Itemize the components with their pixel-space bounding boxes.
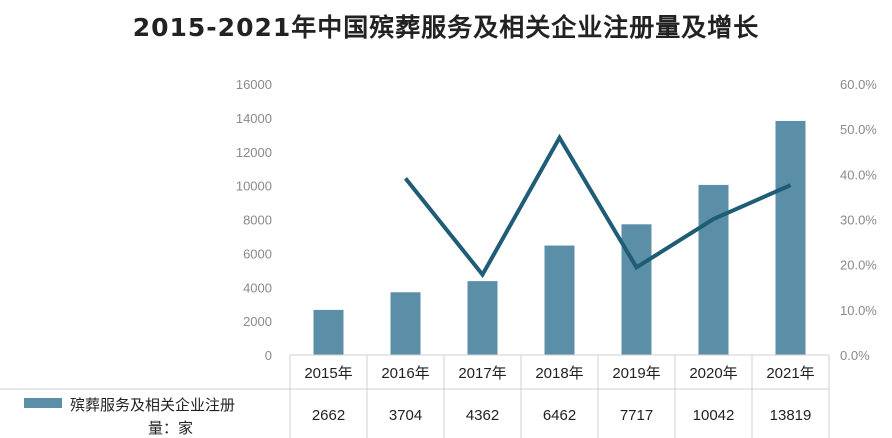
legend-label-line1: 殡葬服务及相关企业注册: [70, 396, 235, 414]
table-value: 10042: [693, 407, 735, 424]
bar: [313, 309, 344, 355]
left-axis-tick: 12000: [236, 145, 272, 160]
bar: [544, 245, 575, 355]
left-axis-tick: 2000: [243, 314, 272, 329]
left-axis-tick: 4000: [243, 280, 272, 295]
right-axis-tick: 20.0%: [840, 258, 877, 273]
right-axis-tick: 60.0%: [840, 77, 877, 92]
bar: [390, 292, 421, 355]
bar: [621, 224, 652, 355]
left-axis-tick: 10000: [236, 179, 272, 194]
right-axis-tick: 10.0%: [840, 303, 877, 318]
right-axis-tick: 40.0%: [840, 167, 877, 182]
table-value: 6462: [543, 407, 576, 424]
table-value: 7717: [620, 407, 653, 424]
legend-swatch: [24, 398, 62, 408]
bar: [467, 281, 498, 355]
table-value: 4362: [466, 407, 499, 424]
legend-label-line2: 量：家: [148, 419, 193, 437]
category-label: 2019年: [612, 365, 660, 382]
table-value: 2662: [312, 407, 345, 424]
right-axis-tick: 0.0%: [840, 348, 870, 363]
bar: [698, 184, 729, 355]
category-label: 2018年: [535, 365, 583, 382]
left-axis-tick: 16000: [236, 77, 272, 92]
table-value: 13819: [770, 407, 812, 424]
chart-title: 2015-2021年中国殡葬服务及相关企业注册量及增长: [132, 13, 760, 42]
category-label: 2015年: [304, 365, 352, 382]
bar: [775, 120, 806, 355]
category-label: 2016年: [381, 365, 429, 382]
left-axis-tick: 0: [265, 348, 272, 363]
left-axis-tick: 14000: [236, 111, 272, 126]
category-label: 2020年: [689, 365, 737, 382]
right-axis-tick: 30.0%: [840, 213, 877, 228]
left-axis-tick: 6000: [243, 246, 272, 261]
category-label: 2017年: [458, 365, 506, 382]
right-axis-tick: 50.0%: [840, 122, 877, 137]
category-label: 2021年: [766, 365, 814, 382]
table-value: 3704: [389, 407, 422, 424]
left-axis-tick: 8000: [243, 213, 272, 228]
growth-line: [403, 133, 792, 279]
